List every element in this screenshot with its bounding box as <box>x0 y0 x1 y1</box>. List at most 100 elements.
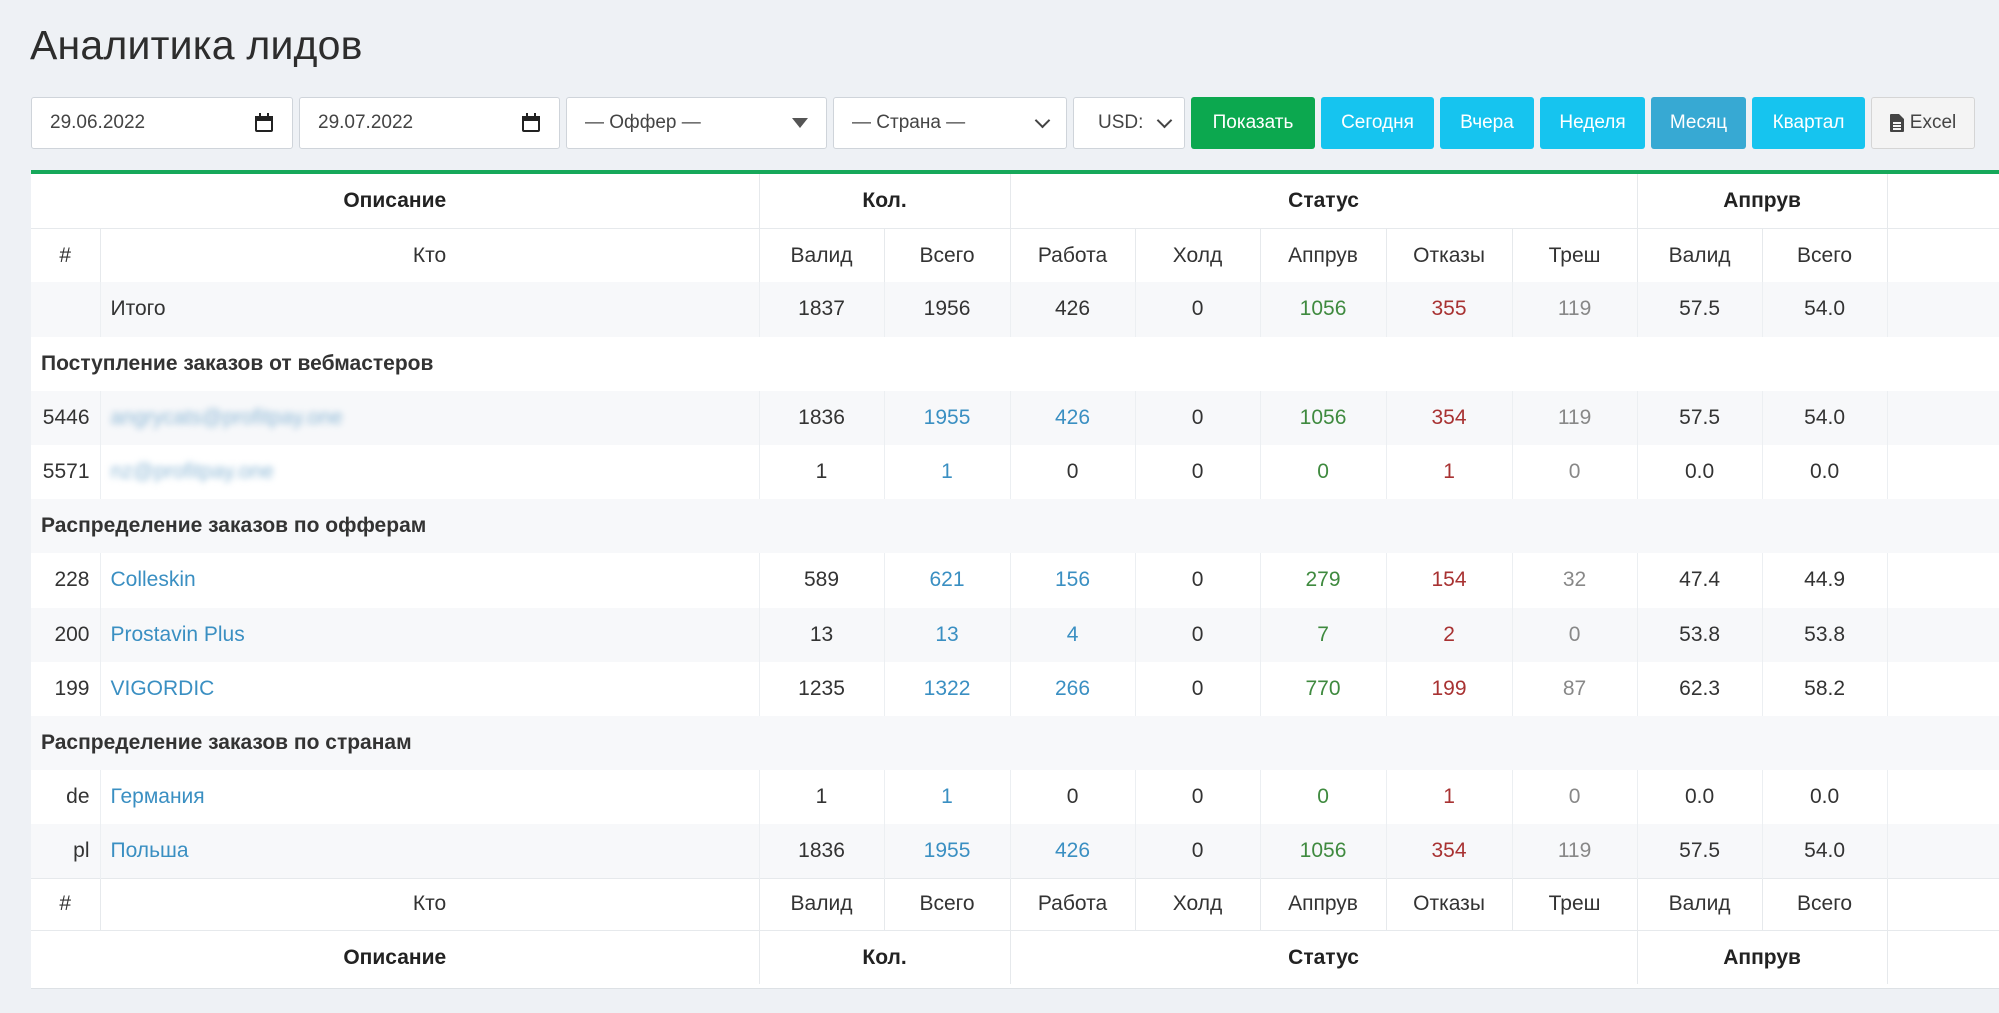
table-row: 228 Colleskin 589 621 156 0 279 154 32 4… <box>31 553 1999 608</box>
cell-total-link[interactable]: 1955 <box>884 390 1011 445</box>
cell-hold: 0 <box>1135 282 1261 337</box>
webmaster-link[interactable]: angrycats@profitpay.one <box>100 390 760 445</box>
month-button[interactable]: Месяц <box>1651 97 1746 149</box>
section-header-webmasters: Поступление заказов от вебмастеров <box>31 336 1999 391</box>
cell-total-link[interactable]: 1322 <box>884 661 1011 716</box>
col-trash: Треш <box>1512 227 1638 283</box>
cell-trash: 87 <box>1512 661 1638 716</box>
webmaster-link[interactable]: nz@profitpay.one <box>100 444 760 500</box>
total-row: Итого 1837 1956 426 0 1056 355 119 57.5 … <box>31 282 1999 337</box>
cell-approve-valid: 57.5 <box>1637 282 1763 337</box>
excel-export-button[interactable]: Excel <box>1871 97 1975 149</box>
country-link[interactable]: Германия <box>100 770 760 825</box>
cell-work: 426 <box>1010 282 1136 337</box>
cell-valid: 589 <box>759 553 885 608</box>
cell-total-link[interactable]: 1 <box>884 770 1011 825</box>
empty-cell <box>1887 661 1999 716</box>
cell-approved: 1056 <box>1260 390 1387 445</box>
cell-total-link[interactable]: 1 <box>884 444 1011 500</box>
currency-select-value: USD: <box>1098 112 1144 133</box>
row-id: 200 <box>31 607 101 662</box>
cell-rejected: 154 <box>1386 553 1513 608</box>
cell-work-link[interactable]: 4 <box>1010 607 1136 662</box>
week-button[interactable]: Неделя <box>1540 97 1645 149</box>
empty-cell <box>1887 282 1999 337</box>
cell-hold: 0 <box>1135 770 1261 825</box>
cell-rejected: 2 <box>1386 607 1513 662</box>
date-from-input[interactable]: 29.06.2022 <box>31 97 293 149</box>
cell-hold: 0 <box>1135 824 1261 879</box>
cell-valid: 1836 <box>759 824 885 879</box>
cell-valid: 1 <box>759 770 885 825</box>
cell-approve-valid: 0.0 <box>1637 770 1763 825</box>
webmaster-email[interactable]: nz@profitpay.one <box>110 460 274 484</box>
cell-rejected: 1 <box>1386 770 1513 825</box>
table-row: pl Польша 1836 1955 426 0 1056 354 119 5… <box>31 824 1999 879</box>
col-approved: Аппрув <box>1260 877 1387 931</box>
cell-work-link[interactable]: 266 <box>1010 661 1136 716</box>
date-to-input[interactable]: 29.07.2022 <box>299 97 560 149</box>
country-link[interactable]: Польша <box>100 824 760 879</box>
row-id <box>31 282 101 337</box>
col-approve-total: Всего <box>1762 877 1888 931</box>
cell-hold: 0 <box>1135 553 1261 608</box>
cell-approved: 770 <box>1260 661 1387 716</box>
cell-trash: 119 <box>1512 390 1638 445</box>
empty-cell <box>1887 444 1999 500</box>
col-valid: Валид <box>759 227 885 283</box>
chevron-down-icon <box>1156 112 1173 128</box>
section-title: Распределение заказов по офферам <box>31 499 1999 554</box>
group-header-approve: Аппрув <box>1637 174 1888 229</box>
cell-trash: 0 <box>1512 607 1638 662</box>
row-id: pl <box>31 824 101 879</box>
calendar-icon[interactable] <box>521 113 541 133</box>
cell-work-link[interactable]: 426 <box>1010 390 1136 445</box>
footer-column-row: # Кто Валид Всего Работа Холд Аппрув Отк… <box>31 877 1999 931</box>
currency-select[interactable]: USD: <box>1073 97 1185 149</box>
show-button[interactable]: Показать <box>1191 97 1315 149</box>
table-row: de Германия 1 1 0 0 0 1 0 0.0 0.0 <box>31 770 1999 825</box>
cell-total-link[interactable]: 621 <box>884 553 1011 608</box>
col-hold: Холд <box>1135 877 1261 931</box>
country-select-value: — Страна — <box>852 112 966 133</box>
cell-total-link[interactable]: 13 <box>884 607 1011 662</box>
quarter-button[interactable]: Квартал <box>1752 97 1865 149</box>
col-work: Работа <box>1010 227 1136 283</box>
offer-link[interactable]: Prostavin Plus <box>100 607 760 662</box>
row-id: 228 <box>31 553 101 608</box>
cell-hold: 0 <box>1135 390 1261 445</box>
col-approve-valid: Валид <box>1637 877 1763 931</box>
webmaster-email[interactable]: angrycats@profitpay.one <box>110 405 343 429</box>
cell-trash: 119 <box>1512 824 1638 879</box>
cell-work-link[interactable]: 426 <box>1010 824 1136 879</box>
empty-cell <box>1887 770 1999 825</box>
cell-hold: 0 <box>1135 444 1261 500</box>
cell-approve-valid: 57.5 <box>1637 824 1763 879</box>
caret-down-icon <box>792 118 808 128</box>
cell-approved: 7 <box>1260 607 1387 662</box>
total-label: Итого <box>100 282 760 337</box>
panel-bottom-border <box>31 988 1999 989</box>
leads-table: Описание Кол. Статус Аппрув # Кто Валид … <box>31 174 1999 985</box>
col-approved: Аппрув <box>1260 227 1387 283</box>
cell-approved: 279 <box>1260 553 1387 608</box>
yesterday-button[interactable]: Вчера <box>1440 97 1534 149</box>
cell-valid: 13 <box>759 607 885 662</box>
cell-approve-total: 54.0 <box>1762 824 1888 879</box>
col-approve-valid: Валид <box>1637 227 1763 283</box>
offer-link[interactable]: Colleskin <box>100 553 760 608</box>
group-header-approve: Аппрув <box>1637 930 1888 985</box>
cell-total-link[interactable]: 1955 <box>884 824 1011 879</box>
col-id: # <box>31 877 101 931</box>
calendar-icon[interactable] <box>254 113 274 133</box>
country-select[interactable]: — Страна — <box>833 97 1067 149</box>
empty-cell <box>1887 390 1999 445</box>
col-rejected: Отказы <box>1386 227 1513 283</box>
excel-label: Excel <box>1909 112 1957 133</box>
offer-link[interactable]: VIGORDIC <box>100 661 760 716</box>
offer-select[interactable]: — Оффер — <box>566 97 827 149</box>
cell-work-link[interactable]: 156 <box>1010 553 1136 608</box>
today-button[interactable]: Сегодня <box>1321 97 1434 149</box>
cell-work: 0 <box>1010 770 1136 825</box>
cell-rejected: 199 <box>1386 661 1513 716</box>
